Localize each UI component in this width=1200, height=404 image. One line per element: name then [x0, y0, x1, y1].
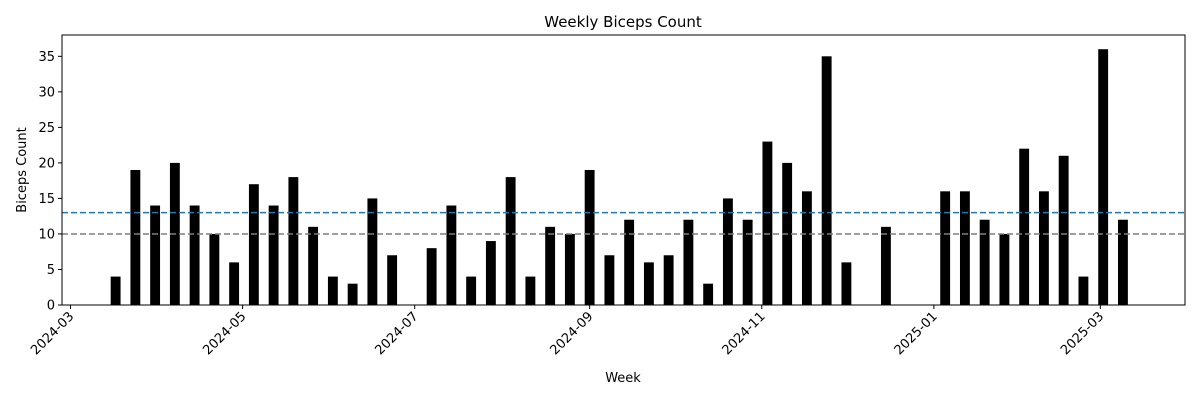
bar: [130, 170, 141, 305]
x-tick-label: 2025-01: [892, 309, 941, 358]
bar: [485, 241, 496, 305]
x-tick-label: 2024-03: [28, 309, 77, 358]
bar: [189, 205, 200, 305]
bar: [624, 219, 635, 305]
bar: [584, 170, 595, 305]
y-tick-label: 10: [38, 227, 55, 242]
bar: [1058, 155, 1069, 305]
bar: [308, 226, 319, 305]
bar: [367, 198, 378, 305]
bar: [801, 191, 812, 305]
bar: [821, 56, 832, 305]
bars: [110, 49, 1128, 305]
x-tick-label: 2024-05: [200, 309, 249, 358]
bar: [466, 276, 477, 305]
bar: [1098, 49, 1109, 305]
x-axis-label: Week: [605, 371, 641, 386]
bar: [209, 233, 220, 305]
y-tick-label: 30: [38, 85, 55, 100]
bar: [663, 255, 674, 305]
bar: [643, 262, 654, 305]
bar: [268, 205, 279, 305]
y-axis-label: Biceps Count: [15, 127, 30, 212]
bar: [387, 255, 398, 305]
bar: [229, 262, 240, 305]
bar: [940, 191, 951, 305]
bar: [564, 233, 575, 305]
bar: [880, 226, 891, 305]
x-axis: 2024-03 2024-05 2024-07 2024-09 2024-11 2025-…: [28, 305, 1107, 358]
bar: [1117, 219, 1128, 305]
bar: [347, 283, 358, 305]
bar: [248, 184, 259, 305]
y-tick-label: 0: [47, 299, 55, 314]
chart-title: Weekly Biceps Count: [544, 13, 702, 31]
x-tick-label: 2024-07: [373, 309, 422, 358]
bar: [979, 219, 990, 305]
plot-frame: [61, 34, 1186, 306]
y-tick-label: 25: [38, 121, 55, 136]
bar: [841, 262, 852, 305]
x-tick-label: 2024-09: [547, 309, 596, 358]
y-tick-label: 20: [38, 156, 55, 171]
bar: [327, 276, 338, 305]
y-tick-label: 5: [47, 263, 55, 278]
bar: [446, 205, 457, 305]
bar: [703, 283, 714, 305]
bar: [1019, 148, 1030, 305]
bar: [999, 233, 1010, 305]
y-tick-label: 15: [38, 192, 55, 207]
bar: [604, 255, 615, 305]
bar: [959, 191, 970, 305]
reference-lines: [62, 211, 1185, 235]
bar: [545, 226, 556, 305]
bar: [525, 276, 536, 305]
y-tick-label: 35: [38, 50, 55, 65]
bar: [683, 219, 694, 305]
x-tick-label: 2024-11: [720, 309, 769, 358]
bar: [1038, 191, 1049, 305]
bar: [762, 141, 773, 305]
bar: [742, 219, 753, 305]
bar: [150, 205, 161, 305]
bar: [426, 248, 437, 305]
x-tick-label: 2025-03: [1058, 309, 1107, 358]
bar: [288, 177, 299, 305]
y-axis: 0 5 10 15 20 25 30 35: [38, 50, 62, 314]
bar: [110, 276, 121, 305]
bar: [722, 198, 733, 305]
bar: [1078, 276, 1089, 305]
bar: [505, 177, 516, 305]
